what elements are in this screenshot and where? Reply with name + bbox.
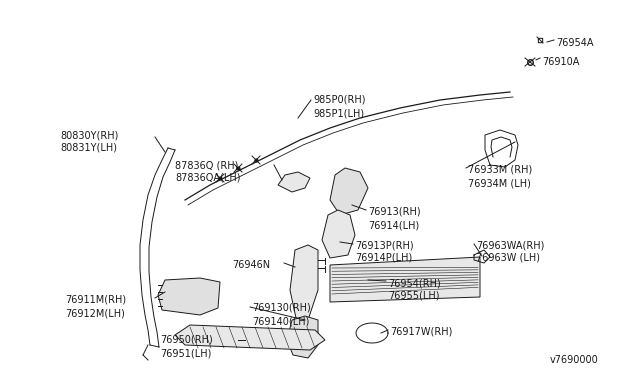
Text: 87836Q (RH): 87836Q (RH) [175,160,238,170]
Polygon shape [330,168,368,215]
Text: 985P0(RH): 985P0(RH) [313,95,365,105]
Text: 769130(RH): 769130(RH) [252,303,311,313]
Text: 76912M(LH): 76912M(LH) [65,308,125,318]
Text: 769140(LH): 769140(LH) [252,316,309,326]
Text: 76950(RH): 76950(RH) [160,335,212,345]
Text: 76955(LH): 76955(LH) [388,291,440,301]
Polygon shape [330,257,480,302]
Text: 76954(RH): 76954(RH) [388,278,441,288]
Text: 76963WA(RH): 76963WA(RH) [476,240,545,250]
Text: v7690000: v7690000 [549,355,598,365]
Polygon shape [290,245,318,320]
Text: 76951(LH): 76951(LH) [160,348,211,358]
Text: 76934M (LH): 76934M (LH) [468,178,531,188]
Text: 76933M (RH): 76933M (RH) [468,165,532,175]
Text: 76913P(RH): 76913P(RH) [355,240,413,250]
Polygon shape [287,316,318,358]
Text: 87836QA(LH): 87836QA(LH) [175,173,241,183]
Text: 76914(LH): 76914(LH) [368,220,419,230]
Text: 76914P(LH): 76914P(LH) [355,253,412,263]
Polygon shape [278,172,310,192]
Polygon shape [158,278,220,315]
Polygon shape [322,210,355,258]
Text: 76917W(RH): 76917W(RH) [390,327,452,337]
Text: 76954A: 76954A [556,38,593,48]
Text: 985P1(LH): 985P1(LH) [313,108,364,118]
Text: 76911M(RH): 76911M(RH) [65,295,126,305]
Text: 80830Y(RH): 80830Y(RH) [60,130,118,140]
Text: 76913(RH): 76913(RH) [368,207,420,217]
Text: 76963W (LH): 76963W (LH) [476,253,540,263]
Text: 80831Y(LH): 80831Y(LH) [60,143,117,153]
Text: 76910A: 76910A [542,57,579,67]
Text: 76946N: 76946N [232,260,270,270]
Polygon shape [175,325,325,350]
